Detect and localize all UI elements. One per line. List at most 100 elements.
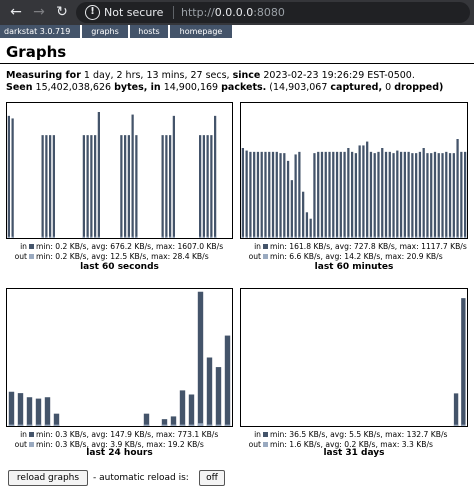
- bar-out: [82, 236, 85, 238]
- in-swatch-icon: [29, 244, 34, 249]
- legend-out-60-minutes: out min: 6.6 KB/s, avg: 14.2 KB/s, max: 2…: [243, 252, 443, 262]
- measuring-line: Measuring for 1 day, 2 hrs, 13 mins, 27 …: [6, 70, 415, 82]
- bar-out: [271, 236, 275, 238]
- bar-out: [170, 424, 177, 426]
- bar-out: [224, 424, 231, 426]
- bar-out: [305, 236, 309, 238]
- menu-link-hosts[interactable]: hosts: [130, 25, 168, 38]
- dropped-value: 0: [382, 82, 395, 93]
- bar-in: [309, 218, 312, 238]
- bar-in: [452, 153, 455, 238]
- graph-last-31-days: [240, 288, 468, 427]
- bar-out: [253, 236, 256, 238]
- seen-line: Seen 15,402,038,626 bytes, in 14,900,169…: [6, 82, 443, 94]
- graph-last-60-seconds: [6, 102, 233, 239]
- bar-in: [86, 135, 89, 238]
- bar-in: [206, 357, 213, 426]
- legend-in-stats: min: 36.5 KB/s, avg: 5.5 KB/s, max: 132.…: [270, 430, 448, 439]
- bar-in: [210, 135, 213, 238]
- bar-out: [347, 236, 350, 238]
- bar-in: [143, 413, 150, 426]
- bar-in: [41, 135, 44, 238]
- bar-out: [302, 236, 305, 238]
- bar-in: [418, 151, 422, 238]
- bar-out: [127, 236, 130, 238]
- captured-label: captured,: [330, 82, 383, 93]
- bar-in: [35, 398, 42, 426]
- bar-out: [35, 424, 42, 426]
- bar-in: [179, 390, 186, 426]
- bar-in: [384, 151, 388, 238]
- bar-out: [373, 236, 376, 238]
- bar-out: [44, 424, 51, 426]
- bar-in: [241, 148, 245, 238]
- bar-out: [97, 236, 100, 238]
- bar-out: [7, 236, 10, 238]
- warning-icon[interactable]: !: [85, 5, 100, 20]
- bar-in: [206, 135, 209, 238]
- legend-out-stats: min: 6.6 KB/s, avg: 14.2 KB/s, max: 20.9…: [270, 252, 443, 261]
- bar-out: [165, 236, 168, 238]
- bar-in: [49, 135, 52, 238]
- menu-link-homepage[interactable]: homepage: [170, 25, 232, 38]
- in-swatch-icon: [29, 432, 34, 437]
- bar-in: [358, 145, 361, 238]
- menu-bar: darkstat 3.0.719 graphs hosts homepage: [0, 25, 474, 38]
- chart-last-24-hours: [8, 291, 231, 426]
- bar-in: [433, 151, 437, 238]
- forward-arrow-icon[interactable]: →: [33, 4, 45, 20]
- bar-in: [45, 135, 48, 238]
- bar-in: [290, 180, 293, 238]
- in-swatch-icon: [263, 432, 268, 437]
- bar-out: [245, 236, 248, 238]
- bar-in: [161, 135, 164, 238]
- bar-out: [381, 236, 384, 238]
- legend-in-stats: min: 161.8 KB/s, avg: 727.8 KB/s, max: 1…: [270, 242, 467, 251]
- bar-out: [437, 236, 440, 238]
- bar-out: [179, 424, 186, 426]
- menu-link-graphs[interactable]: graphs: [82, 25, 128, 38]
- bar-out: [256, 236, 260, 238]
- bar-out: [52, 236, 55, 238]
- bar-out: [339, 236, 342, 238]
- bar-in: [170, 416, 177, 426]
- bar-out: [90, 236, 93, 238]
- bar-in: [253, 151, 256, 238]
- reload-graphs-button[interactable]: reload graphs: [8, 470, 88, 486]
- bar-in: [392, 153, 395, 238]
- dropped-label: dropped): [394, 82, 444, 93]
- address-bar[interactable]: ! Not secure http://0.0.0.0:8080: [76, 2, 470, 23]
- bar-in: [294, 154, 297, 238]
- bar-out: [215, 424, 222, 426]
- bar-out: [286, 236, 290, 238]
- out-swatch-icon: [263, 254, 268, 259]
- back-arrow-icon[interactable]: ←: [10, 4, 22, 20]
- security-label[interactable]: Not secure: [104, 6, 164, 19]
- reload-icon[interactable]: ↻: [56, 4, 68, 20]
- url-text[interactable]: http://0.0.0.0:8080: [181, 5, 285, 20]
- graph-last-60-minutes: [240, 102, 468, 239]
- bar-in: [305, 212, 309, 238]
- bar-out: [433, 236, 437, 238]
- bar-out: [343, 236, 346, 238]
- bar-out: [418, 236, 422, 238]
- bar-in: [317, 151, 320, 238]
- bar-in: [279, 153, 282, 238]
- chart-last-60-minutes: [241, 139, 467, 238]
- bar-in: [448, 153, 452, 238]
- bar-in: [343, 151, 346, 238]
- bar-out: [377, 236, 380, 238]
- bar-out: [26, 424, 33, 426]
- brand-label: darkstat 3.0.719: [0, 25, 80, 38]
- bar-in: [324, 151, 327, 238]
- bar-out: [135, 236, 138, 238]
- bar-in: [120, 135, 123, 238]
- auto-reload-toggle-button[interactable]: off: [199, 470, 225, 486]
- bar-out: [324, 236, 327, 238]
- bar-out: [445, 236, 448, 238]
- auto-reload-label: - automatic reload is:: [93, 473, 189, 483]
- bar-in: [264, 151, 267, 238]
- bar-in: [403, 151, 406, 238]
- bar-in: [94, 135, 97, 238]
- url-port: :8080: [253, 6, 285, 19]
